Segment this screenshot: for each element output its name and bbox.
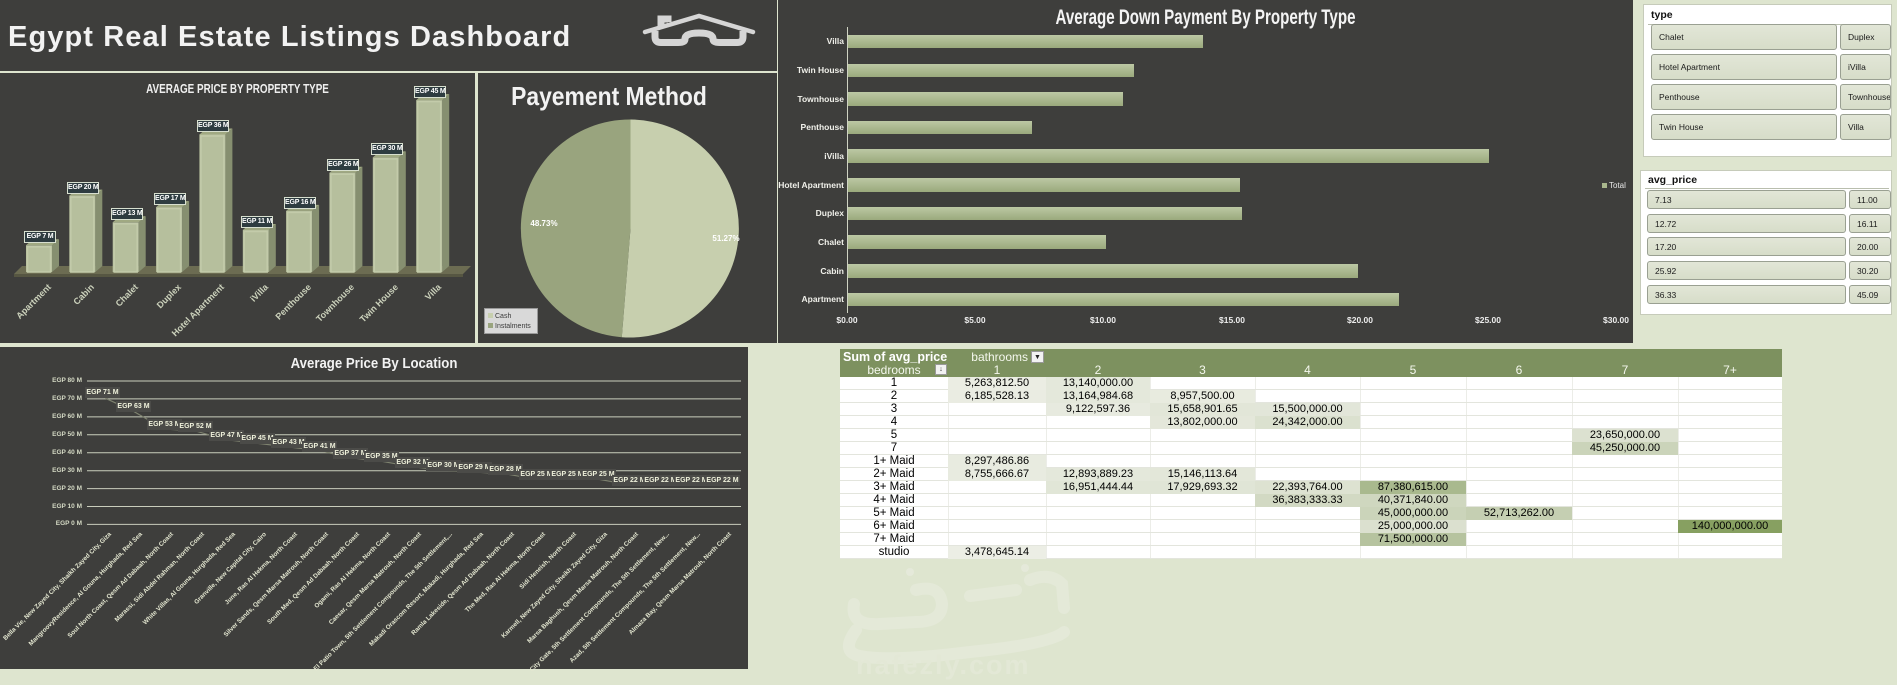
svg-text:nafezly.com: nafezly.com xyxy=(856,650,1031,680)
